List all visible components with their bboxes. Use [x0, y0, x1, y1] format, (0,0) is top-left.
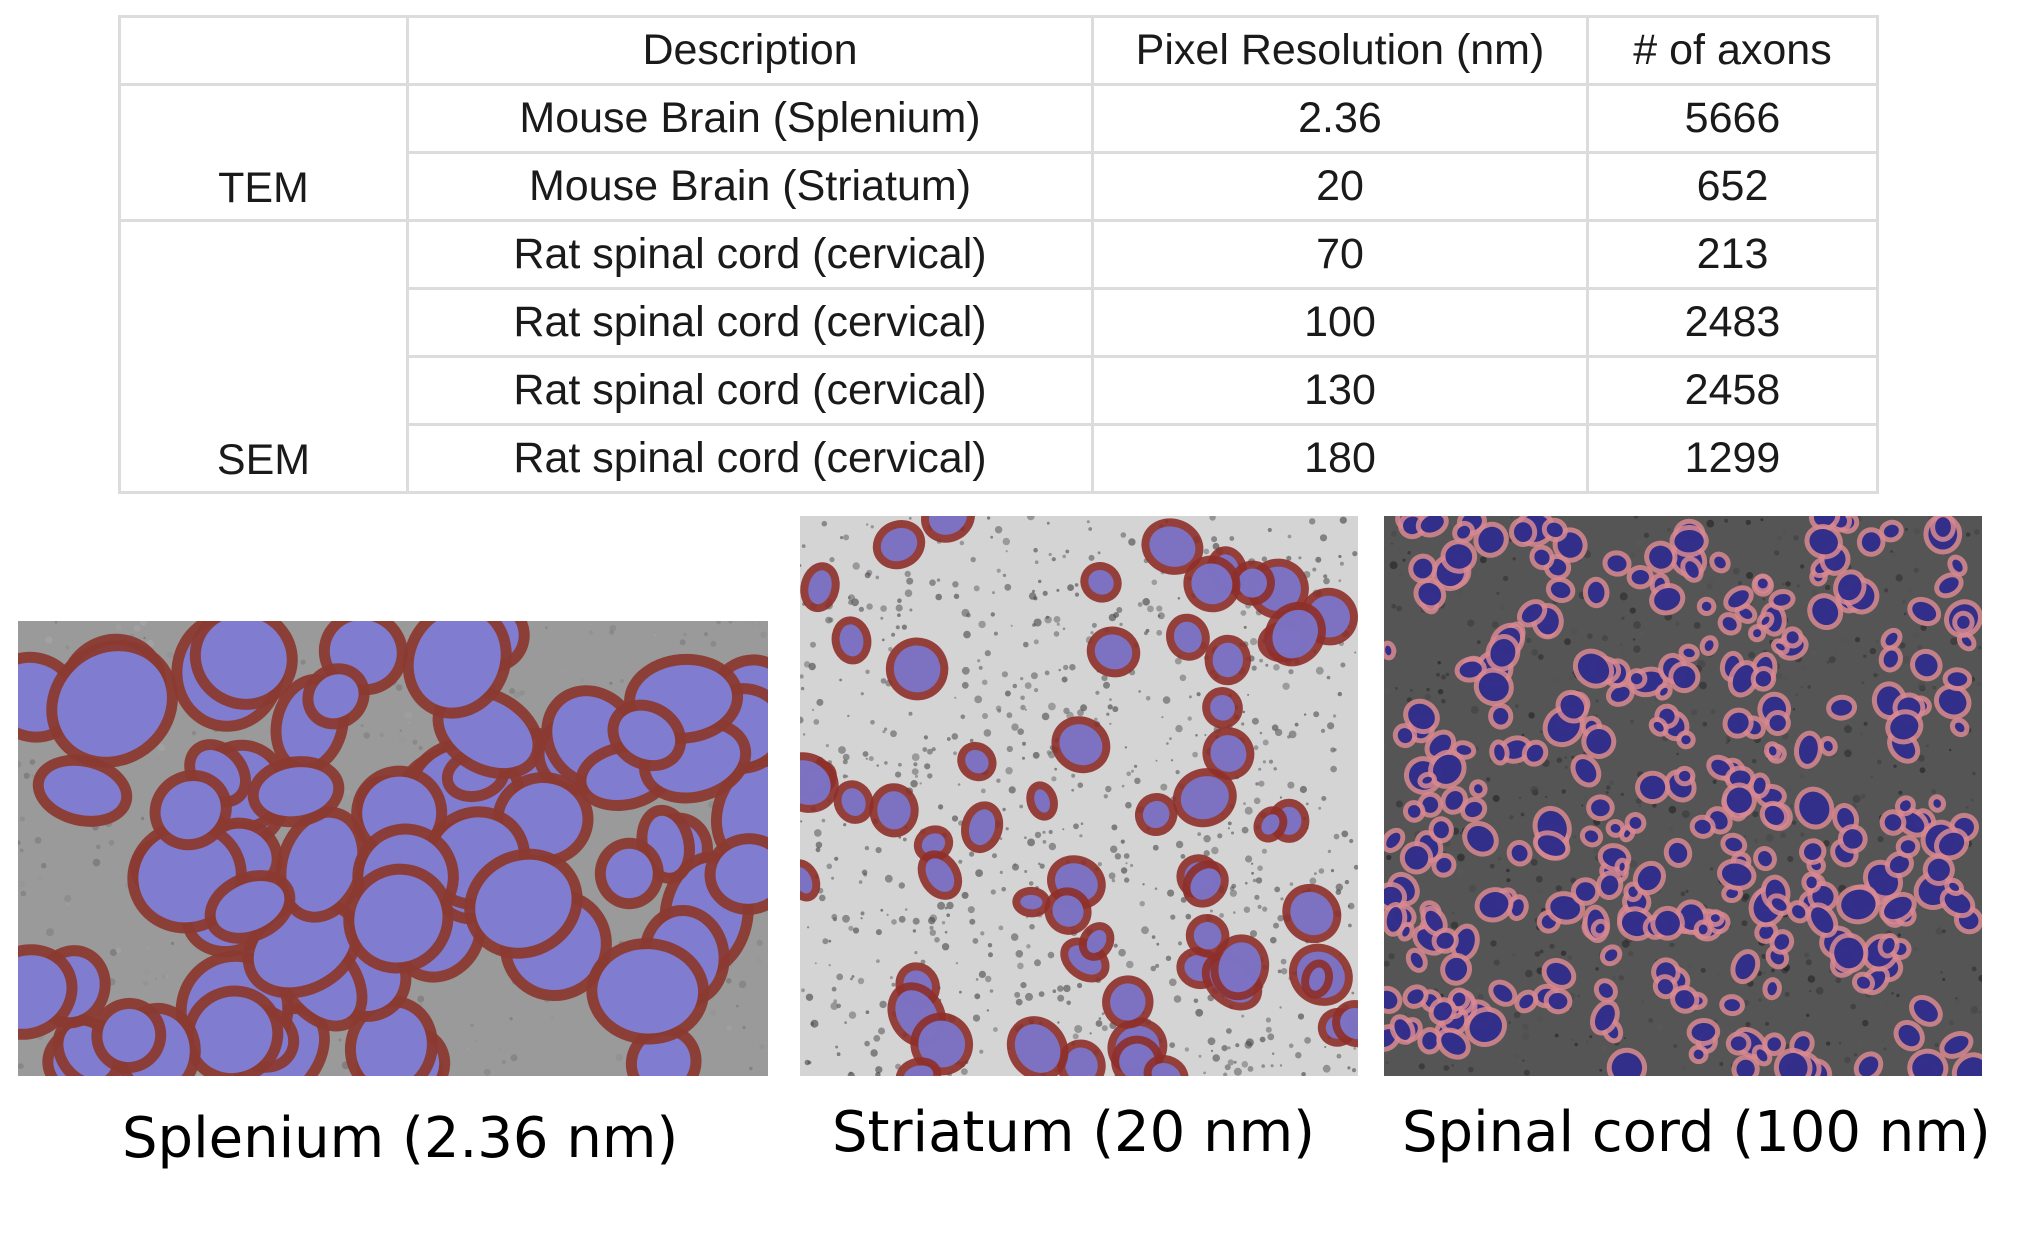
cell-axons: 2483: [1586, 287, 1879, 358]
table-row: Rat spinal cord (cervical) 130 2458: [120, 355, 1879, 426]
cell-resolution: 100: [1091, 287, 1589, 358]
cell-description: Rat spinal cord (cervical): [406, 355, 1094, 426]
cell-axons: 1299: [1586, 423, 1879, 494]
cell-description: Rat spinal cord (cervical): [406, 423, 1094, 494]
cell-axons: 5666: [1586, 83, 1879, 154]
header-cell-resolution: Pixel Resolution (nm): [1091, 15, 1589, 86]
cell-axons: 652: [1586, 151, 1879, 222]
cell-resolution: 20: [1091, 151, 1589, 222]
striatum-micrograph: [800, 516, 1358, 1076]
striatum-segmentation-image: [800, 516, 1358, 1076]
header-cell-description: Description: [406, 15, 1094, 86]
splenium-caption: Splenium (2.36 nm): [122, 1106, 679, 1171]
striatum-caption: Striatum (20 nm): [832, 1100, 1315, 1165]
dataset-table: Description Pixel Resolution (nm) # of a…: [118, 15, 1879, 494]
cell-resolution: 180: [1091, 423, 1589, 494]
cell-axons: 2458: [1586, 355, 1879, 426]
group-label-tem: TEM: [118, 83, 409, 222]
cell-resolution: 70: [1091, 219, 1589, 290]
group-label-sem: SEM: [118, 219, 409, 494]
header-cell-modality: [118, 15, 409, 86]
table-row: TEM Mouse Brain (Splenium) 2.36 5666: [118, 83, 1879, 222]
spinal-cord-micrograph: [1384, 516, 1982, 1076]
cell-axons: 213: [1586, 219, 1879, 290]
table-row: Rat spinal cord (cervical) 100 2483: [120, 287, 1879, 358]
spinal-cord-caption: Spinal cord (100 nm): [1402, 1100, 1991, 1165]
header-cell-axons: # of axons: [1586, 15, 1879, 86]
table-header-row: Description Pixel Resolution (nm) # of a…: [118, 15, 1879, 86]
table-row: Rat spinal cord (cervical) 180 1299: [120, 423, 1879, 494]
cell-description: Rat spinal cord (cervical): [406, 219, 1094, 290]
table-row: SEM Rat spinal cord (cervical) 70 213: [118, 219, 1879, 494]
splenium-segmentation-image: [18, 621, 768, 1076]
cell-resolution: 130: [1091, 355, 1589, 426]
spinal-cord-segmentation-image: [1384, 516, 1982, 1076]
cell-description: Mouse Brain (Splenium): [406, 83, 1094, 154]
cell-description: Mouse Brain (Striatum): [406, 151, 1094, 222]
splenium-micrograph: [18, 621, 768, 1076]
cell-resolution: 2.36: [1091, 83, 1589, 154]
cell-description: Rat spinal cord (cervical): [406, 287, 1094, 358]
table-row: Mouse Brain (Striatum) 20 652: [120, 151, 1879, 222]
